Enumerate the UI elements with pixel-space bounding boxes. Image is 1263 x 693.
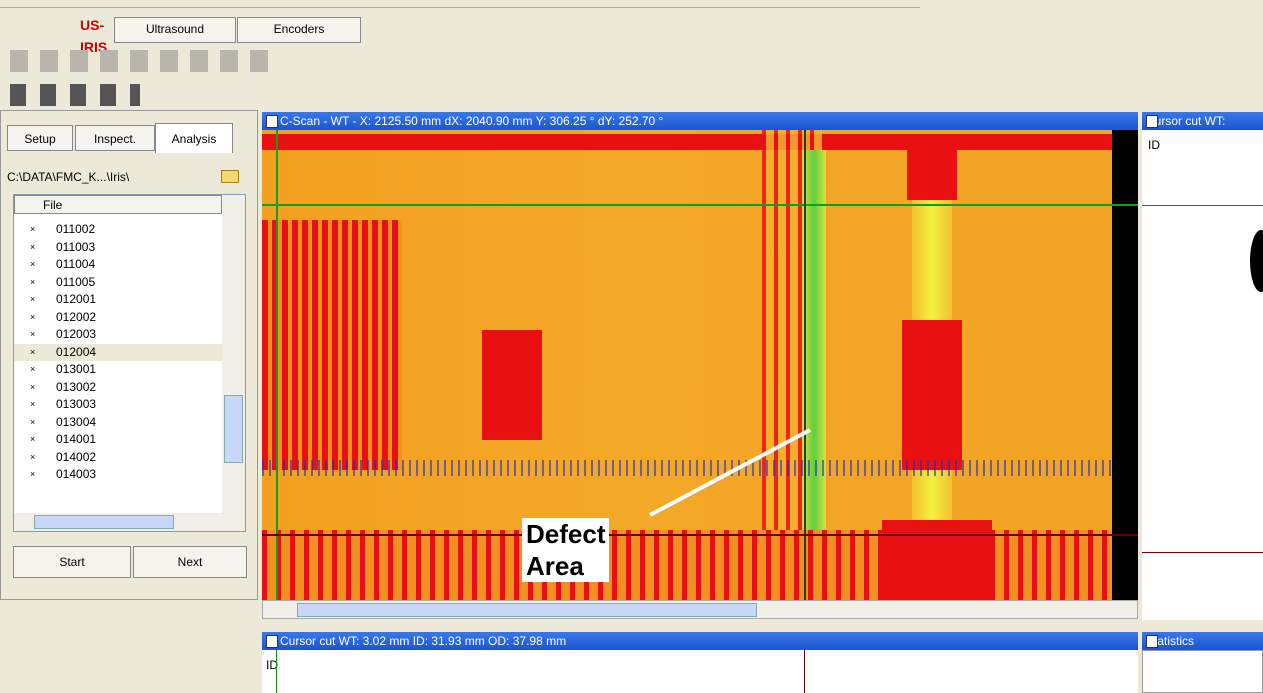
file-row[interactable]: 012004 <box>14 343 222 361</box>
files: 0110020110030110040110050120010120020120… <box>14 221 222 511</box>
file-row[interactable]: 014001 <box>14 431 222 449</box>
file-row[interactable]: 014002 <box>14 449 222 467</box>
annotation-line: Area <box>526 551 584 581</box>
cscan-h-scrollbar[interactable] <box>262 600 1138 619</box>
defect-label: Defect Area <box>522 518 610 582</box>
id-label: ID <box>266 658 278 672</box>
ultrasound-tab[interactable]: Ultrasound <box>114 17 236 43</box>
cscan-title: C-Scan - WT - X: 2125.50 mm dX: 2040.90 … <box>262 112 1138 130</box>
cursor-cut-right: ID <box>1142 130 1263 620</box>
file-row[interactable]: 013003 <box>14 396 222 414</box>
file-row[interactable]: 012002 <box>14 309 222 327</box>
statistics-title: Statistics <box>1142 632 1263 650</box>
file-row[interactable]: 012001 <box>14 291 222 309</box>
defect-pointer <box>649 428 811 517</box>
file-row[interactable]: 014003 <box>14 466 222 484</box>
logo-tab[interactable]: US-IRIS <box>80 17 108 55</box>
file-row[interactable]: 011004 <box>14 256 222 274</box>
cursor-cut-bottom-title: Cursor cut WT: 3.02 mm ID: 31.93 mm OD: … <box>262 632 1138 650</box>
file-list: File 01100201100301100401100501200101200… <box>13 194 246 532</box>
encoders-tab[interactable]: Encoders <box>237 17 361 43</box>
cscan-image <box>262 130 1138 600</box>
file-row[interactable]: 011003 <box>14 239 222 257</box>
cursor-cut-right-title: Cursor cut WT: <box>1142 112 1263 130</box>
cursor-cut-bottom: ID <box>262 650 1138 693</box>
id-label: ID <box>1148 138 1160 152</box>
v-scrollbar[interactable] <box>222 195 245 513</box>
inspect-tab[interactable]: Inspect. <box>75 125 155 151</box>
start-button[interactable]: Start <box>13 546 131 578</box>
next-button[interactable]: Next <box>133 546 247 578</box>
file-row[interactable]: 011002 <box>14 221 222 239</box>
top-bar <box>0 0 920 8</box>
file-row[interactable]: 012003 <box>14 326 222 344</box>
annotation-line: Defect <box>526 519 606 549</box>
column-header[interactable]: File <box>14 195 222 214</box>
statistics <box>1142 650 1263 693</box>
path: C:\DATA\FMC_K...\Iris\ <box>7 170 130 184</box>
file-row[interactable]: 013002 <box>14 379 222 397</box>
toolbar-icons <box>10 50 280 72</box>
toolbar-icons-2 <box>10 84 140 106</box>
file-row[interactable]: 013004 <box>14 414 222 432</box>
file-row[interactable]: 013001 <box>14 361 222 379</box>
h-scrollbar[interactable] <box>14 513 245 531</box>
analysis-tab[interactable]: Analysis <box>155 123 233 153</box>
file-row[interactable]: 011005 <box>14 274 222 292</box>
left-panel: Setup Inspect. Analysis C:\DATA\FMC_K...… <box>0 110 258 600</box>
folder-icon[interactable] <box>221 170 239 183</box>
setup-tab[interactable]: Setup <box>7 125 73 151</box>
